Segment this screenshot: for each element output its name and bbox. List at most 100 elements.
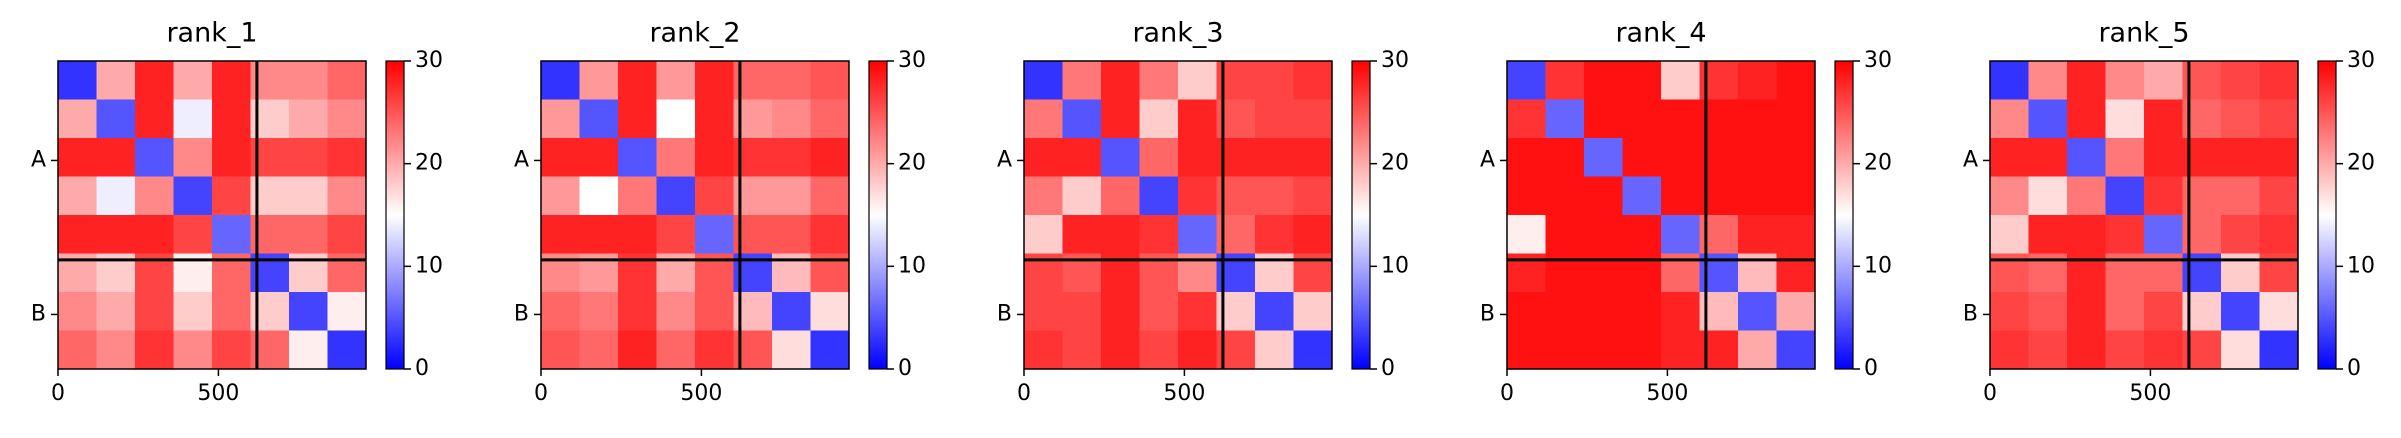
heatmap-cell — [618, 61, 657, 100]
heatmap-cell — [695, 292, 734, 331]
heatmap-cell — [772, 99, 811, 139]
heatmap-cell — [173, 215, 213, 254]
heatmap-cell — [1661, 292, 1700, 331]
heatmap-cell — [810, 138, 850, 177]
heatmap-cell — [1255, 215, 1294, 254]
heatmap — [1507, 61, 1816, 370]
colorbar-tick-label: 20 — [1381, 151, 1409, 176]
heatmap-cell — [2221, 61, 2260, 100]
heatmap-cell — [1293, 138, 1333, 177]
colorbar — [868, 60, 888, 370]
heatmap-cell — [656, 330, 696, 370]
heatmap-cell — [1139, 99, 1179, 139]
heatmap-cell — [1293, 292, 1333, 331]
panel-title: rank_1 — [166, 18, 257, 49]
heatmap-cell — [579, 61, 619, 100]
heatmap-cell — [695, 138, 734, 177]
heatmap-cell — [96, 176, 136, 216]
heatmap-cell — [289, 138, 328, 177]
heatmap-cell — [1024, 330, 1063, 370]
heatmap-cell — [2028, 292, 2068, 331]
heatmap-cell — [1622, 215, 1662, 254]
heatmap-cell — [772, 292, 811, 331]
heatmap-cell — [173, 138, 213, 177]
heatmap-cell — [1139, 61, 1179, 100]
heatmap-cell — [1178, 61, 1217, 100]
heatmap-cell — [173, 330, 213, 370]
heatmap-cell — [1738, 138, 1777, 177]
y-tick-label: A — [1963, 147, 1978, 172]
heatmap-cell — [1661, 61, 1700, 100]
heatmap-cell — [327, 99, 367, 139]
heatmap-cell — [1622, 99, 1662, 139]
y-tick-label: A — [31, 147, 46, 172]
heatmap-cell — [327, 215, 367, 254]
heatmap-cell — [1101, 292, 1140, 331]
heatmap-cell — [656, 292, 696, 331]
heatmap-cell — [618, 138, 657, 177]
heatmap-cell — [1545, 292, 1585, 331]
heatmap-cell — [327, 61, 367, 100]
heatmap — [541, 61, 850, 370]
heatmap-cell — [2144, 176, 2183, 216]
heatmap-cell — [1178, 138, 1217, 177]
colorbar-tick-label: 0 — [415, 356, 429, 381]
y-tick-label: B — [1963, 301, 1978, 326]
heatmap-cell — [2144, 138, 2183, 177]
heatmap-cell — [1738, 176, 1777, 216]
heatmap-cell — [1584, 215, 1623, 254]
heatmap-cell — [1776, 292, 1816, 331]
heatmap-cell — [1738, 215, 1777, 254]
x-tick-label: 500 — [680, 381, 722, 406]
heatmap-cell — [1139, 215, 1179, 254]
x-tick-label: 0 — [1983, 381, 1997, 406]
heatmap-cell — [1622, 176, 1662, 216]
heatmap-cell — [135, 330, 174, 370]
x-tick-label: 0 — [51, 381, 65, 406]
heatmap-cell — [1776, 176, 1816, 216]
heatmap-cell — [1139, 292, 1179, 331]
heatmap-cell — [1661, 215, 1700, 254]
heatmap-cell — [2144, 330, 2183, 370]
y-tick-label: A — [997, 147, 1012, 172]
heatmap-cell — [2259, 138, 2299, 177]
x-tick-label: 500 — [1163, 381, 1205, 406]
heatmap-cell — [1661, 99, 1700, 139]
heatmap-cell — [1255, 330, 1294, 370]
heatmap-cell — [1178, 330, 1217, 370]
heatmap-cell — [289, 330, 328, 370]
heatmap-cell — [289, 292, 328, 331]
heatmap-cell — [1024, 215, 1063, 254]
heatmap-cell — [212, 330, 251, 370]
heatmap-cell — [1738, 292, 1777, 331]
heatmap-cell — [1622, 292, 1662, 331]
heatmap-cell — [2067, 176, 2106, 216]
heatmap-cell — [135, 292, 174, 331]
panel-title: rank_3 — [1132, 18, 1223, 49]
heatmap-cell — [1101, 61, 1140, 100]
heatmap-cell — [579, 176, 619, 216]
colorbar-tick-label: 0 — [1381, 356, 1395, 381]
heatmap-cell — [2221, 99, 2260, 139]
heatmap-cell — [1293, 215, 1333, 254]
heatmap-cell — [96, 99, 136, 139]
heatmap-cell — [2221, 330, 2260, 370]
heatmap-cell — [1990, 292, 2029, 331]
heatmap-cell — [2105, 138, 2145, 177]
colorbar-tick-label: 0 — [898, 356, 912, 381]
heatmap-cell — [212, 176, 251, 216]
heatmap-cell — [1024, 176, 1063, 216]
heatmap-cell — [656, 61, 696, 100]
heatmap-cell — [810, 330, 850, 370]
heatmap-cell — [2144, 215, 2183, 254]
heatmap-cell — [1661, 330, 1700, 370]
heatmap-cell — [58, 292, 97, 331]
heatmap-cell — [1738, 61, 1777, 100]
heatmap-cell — [173, 176, 213, 216]
heatmap-cell — [1584, 176, 1623, 216]
heatmap-cell — [541, 138, 580, 177]
heatmap-cell — [1545, 99, 1585, 139]
heatmap-cell — [2028, 215, 2068, 254]
heatmap-cell — [1255, 292, 1294, 331]
heatmap-cell — [1101, 138, 1140, 177]
